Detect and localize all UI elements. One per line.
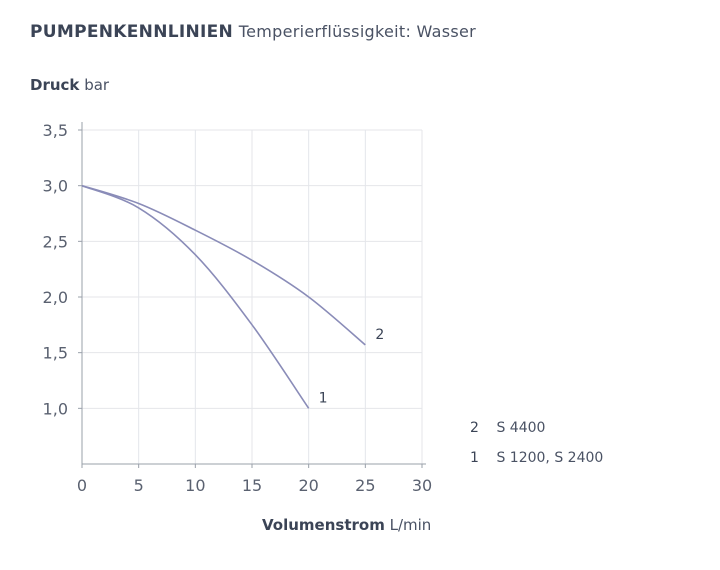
y-tick-label-3-5: 3,5 xyxy=(43,121,68,140)
y-tick-label-1: 1,0 xyxy=(43,399,68,418)
chart-title-bold: PUMPENKENNLINIEN xyxy=(30,22,234,42)
series-line-2 xyxy=(81,184,366,346)
x-axis-label: Volumenstrom L/min xyxy=(262,516,431,534)
x-tick-label-25: 25 xyxy=(355,476,375,495)
series-2-point-5 xyxy=(364,343,367,346)
series-line-1 xyxy=(81,184,310,409)
y-tick-label-2: 2,0 xyxy=(43,288,68,307)
series-1-point-3 xyxy=(251,323,254,326)
y-axis-label-unit: bar xyxy=(84,76,110,94)
legend-item-2: 2 S 4400 xyxy=(470,420,545,436)
x-axis-label-name: Volumenstrom xyxy=(262,516,385,534)
series-2-point-4 xyxy=(307,296,310,299)
series-1-point-2 xyxy=(194,253,197,256)
y-axis-label: Druck bar xyxy=(30,76,109,94)
x-tick-label-30: 30 xyxy=(412,476,432,495)
x-tick-label-15: 15 xyxy=(242,476,262,495)
series-2-point-0 xyxy=(81,184,84,187)
x-axis-label-unit: L/min xyxy=(389,516,432,534)
series-1-point-1 xyxy=(137,206,140,209)
x-tick-label-10: 10 xyxy=(185,476,205,495)
series-end-label-2: 2 xyxy=(375,327,384,343)
legend-item-1-number: 1 xyxy=(470,450,479,466)
legend-item-2-number: 2 xyxy=(470,420,479,436)
series-1-point-4 xyxy=(307,407,310,410)
series-2-point-1 xyxy=(137,202,140,205)
series-2-point-2 xyxy=(194,229,197,232)
y-tick-label-2-5: 2,5 xyxy=(43,232,68,251)
y-tick-label-3: 3,0 xyxy=(43,177,68,196)
legend-item-1: 1 S 1200, S 2400 xyxy=(470,450,603,466)
series-2-point-3 xyxy=(251,259,254,262)
y-axis-label-name: Druck xyxy=(30,76,80,94)
x-tick-label-20: 20 xyxy=(298,476,318,495)
legend-item-1-label: S 1200, S 2400 xyxy=(496,450,604,466)
chart-title: PUMPENKENNLINIEN Temperierflüssigkeit: W… xyxy=(30,22,476,42)
series-end-label-1: 1 xyxy=(319,390,328,406)
x-tick-label-0: 0 xyxy=(77,476,87,495)
chart-title-subtitle: Temperierflüssigkeit: Wasser xyxy=(238,22,477,41)
y-tick-label-1-5: 1,5 xyxy=(43,344,68,363)
x-tick-label-5: 5 xyxy=(134,476,144,495)
legend-item-2-label: S 4400 xyxy=(496,420,546,436)
